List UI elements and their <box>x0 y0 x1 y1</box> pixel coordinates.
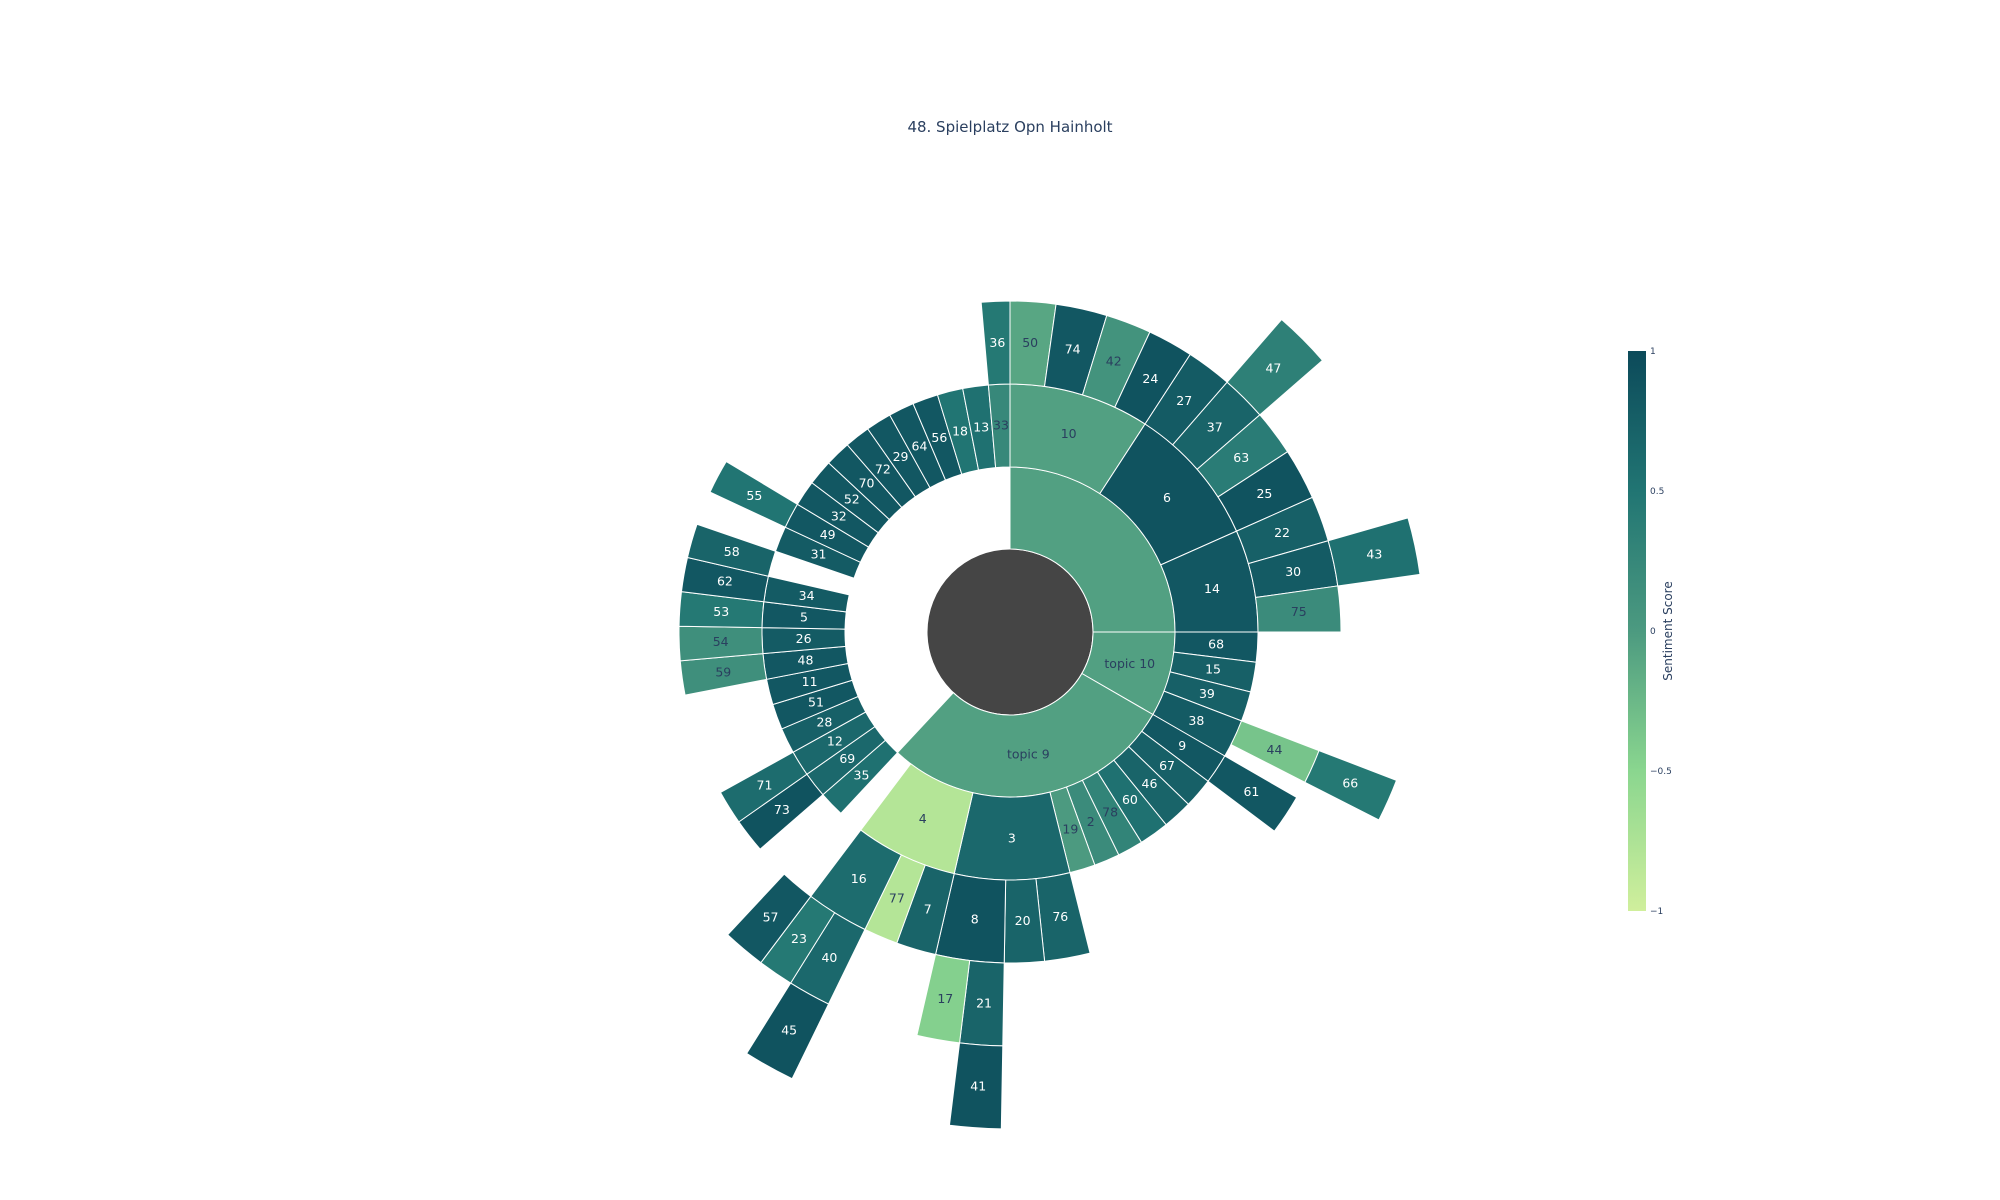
sunburst-label: 59 <box>715 664 731 679</box>
sunburst-label: 27 <box>1176 393 1192 408</box>
sunburst-label: 49 <box>820 527 836 542</box>
sunburst-label: 71 <box>757 777 773 792</box>
sunburst-label: 10 <box>1061 426 1077 441</box>
sunburst-label: 76 <box>1052 909 1068 924</box>
sunburst-label: 32 <box>831 509 847 524</box>
sunburst-label: 25 <box>1256 486 1272 501</box>
sunburst-label: 21 <box>976 996 992 1011</box>
sunburst-label: 39 <box>1199 686 1215 701</box>
sunburst-label: 6 <box>1163 490 1171 505</box>
sunburst-label: 34 <box>799 588 815 603</box>
sunburst-label: 11 <box>802 674 818 689</box>
colorbar-tick-label: −1 <box>1650 907 1663 917</box>
sunburst-segment-66[interactable] <box>1304 749 1398 821</box>
sunburst-label: 16 <box>851 871 867 886</box>
colorbar-tick-label: 1 <box>1650 347 1656 357</box>
sunburst-label: 26 <box>796 631 812 646</box>
colorbar-gradient <box>1628 351 1646 911</box>
sunburst-label: 60 <box>1122 792 1138 807</box>
sunburst-label: 5 <box>800 610 808 625</box>
sunburst-label: topic 10 <box>1104 656 1155 671</box>
sunburst-label: 40 <box>821 950 837 965</box>
sunburst-label: 46 <box>1142 776 1158 791</box>
sunburst-label: 13 <box>973 420 989 435</box>
sunburst-label: 44 <box>1267 742 1283 757</box>
sunburst-label: 70 <box>859 475 875 490</box>
colorbar-tick-label: 0 <box>1650 627 1656 637</box>
sunburst-label: 53 <box>713 604 729 619</box>
sunburst-label: 41 <box>970 1078 986 1093</box>
sunburst-label: 65 <box>0 0 8 3</box>
sunburst-label: 28 <box>816 715 832 730</box>
sunburst-label: 48 <box>798 653 814 668</box>
sunburst-label: 17 <box>937 991 953 1006</box>
sunburst-label: 33 <box>993 418 1009 433</box>
sunburst-label: 67 <box>1159 758 1175 773</box>
sunburst-label: 18 <box>952 424 968 439</box>
sunburst-label: 74 <box>1065 341 1081 356</box>
sunburst-label: 22 <box>1274 525 1290 540</box>
sunburst-label: 9 <box>1178 738 1186 753</box>
sunburst-label: 77 <box>889 890 905 905</box>
sunburst-label: 57 <box>763 909 779 924</box>
sunburst-segment-36[interactable] <box>980 300 1011 386</box>
sunburst-label: 43 <box>1366 547 1382 562</box>
sunburst-label: 24 <box>1142 371 1158 386</box>
colorbar-tick-label: 0.5 <box>1650 487 1664 497</box>
sunburst-label: 72 <box>875 461 891 476</box>
sunburst-label: 73 <box>774 802 790 817</box>
sunburst-label: 38 <box>1188 713 1204 728</box>
sunburst-label: 23 <box>791 931 807 946</box>
sunburst-label: 37 <box>1207 419 1223 434</box>
sunburst-label: 63 <box>1233 450 1249 465</box>
sunburst-label: 50 <box>1022 335 1038 350</box>
sunburst-label: 45 <box>781 1022 797 1037</box>
sunburst-root[interactable] <box>926 548 1094 716</box>
colorbar-tick-label: −0.5 <box>1650 767 1672 777</box>
sunburst-label: 4 <box>919 811 927 826</box>
sunburst-label: topic 9 <box>1007 747 1050 762</box>
sunburst-rings: topic 8105074422462737476325142230437535… <box>0 0 1421 1130</box>
sunburst-label: 56 <box>931 430 947 445</box>
sunburst-label: 30 <box>1285 564 1301 579</box>
sunburst-label: 75 <box>1291 604 1307 619</box>
sunburst-label: 29 <box>893 449 909 464</box>
sunburst-label: 31 <box>811 547 827 562</box>
sunburst-label: 61 <box>1243 784 1259 799</box>
sunburst-label: 19 <box>1062 821 1078 836</box>
sunburst-segment-57[interactable] <box>726 873 812 964</box>
sunburst-label: 14 <box>1204 581 1220 596</box>
sunburst-label: 66 <box>1342 776 1358 791</box>
sunburst-label: 12 <box>827 733 843 748</box>
sunburst-label: 55 <box>746 488 762 503</box>
sunburst-label: 35 <box>854 767 870 782</box>
sunburst-label: 15 <box>1205 662 1221 677</box>
sunburst-label: 78 <box>1102 805 1118 820</box>
colorbar: 1 0.5 0 −0.5 −1 Sentiment Score <box>1628 347 1675 917</box>
colorbar-title: Sentiment Score <box>1661 581 1675 680</box>
chart-title: 48. Spielplatz Opn Hainholt <box>907 118 1112 136</box>
sunburst-label: 68 <box>1208 637 1224 652</box>
sunburst-label: 42 <box>1106 354 1122 369</box>
sunburst-label: 47 <box>1265 361 1281 376</box>
sunburst-label: 64 <box>912 438 928 453</box>
sunburst-label: 3 <box>1008 830 1016 845</box>
sunburst-label: 52 <box>844 491 860 506</box>
sunburst-label: 2 <box>1087 814 1095 829</box>
sunburst-label: 54 <box>713 634 729 649</box>
sunburst-label: 20 <box>1015 913 1031 928</box>
sunburst-label: 8 <box>971 911 979 926</box>
sunburst-label: 69 <box>839 751 855 766</box>
sunburst-label: 62 <box>717 574 733 589</box>
sunburst-label: 7 <box>924 902 932 917</box>
sunburst-label: 51 <box>808 695 824 710</box>
sunburst-label: 58 <box>724 544 740 559</box>
sunburst-label: 36 <box>989 335 1005 350</box>
